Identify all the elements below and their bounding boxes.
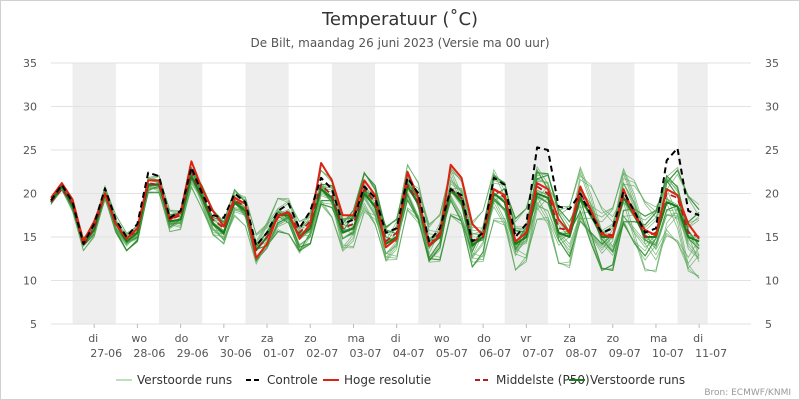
x-tick-date: 09-07	[609, 347, 641, 360]
x-tick-day: vr	[520, 332, 532, 345]
ensemble-member-line	[50, 165, 700, 270]
x-tick-day: ma	[650, 332, 667, 345]
x-tick-date: 04-07	[393, 347, 425, 360]
y-tick-label: 30	[23, 101, 37, 114]
source-note: Bron: ECMWF/KNMI	[704, 388, 791, 398]
ensemble-member-line	[50, 164, 700, 273]
series-line-ensemble-mean	[50, 175, 700, 252]
x-tick-day: wo	[131, 332, 147, 345]
y-tick-label: 35	[765, 57, 779, 70]
chart-subtitle: De Bilt, maandag 26 juni 2023 (Versie ma…	[250, 36, 549, 50]
y-tick-label: 10	[765, 275, 779, 288]
legend-label: Controle	[267, 373, 318, 387]
x-tick-date: 07-07	[522, 347, 554, 360]
x-tick-date: 10-07	[652, 347, 684, 360]
x-tick-date: 27-06	[90, 347, 122, 360]
y-tick-label: 25	[23, 144, 37, 157]
x-tick-day: di	[391, 332, 401, 345]
x-tick-day: za	[261, 332, 274, 345]
x-tick-date: 02-07	[306, 347, 338, 360]
x-tick-date: 30-06	[220, 347, 252, 360]
x-tick-day: za	[564, 332, 577, 345]
legend: Verstoorde runs Controle Hoge resolutie Mid…	[116, 373, 685, 387]
y-tick-label: 20	[23, 188, 37, 201]
y-tick-label: 5	[30, 318, 37, 331]
x-tick-day: vr	[218, 332, 230, 345]
chart-title: Temperatuur (˚C)	[321, 9, 478, 30]
x-tick-date: 03-07	[349, 347, 381, 360]
y-tick-label: 35	[23, 57, 37, 70]
y-tick-label: 5	[765, 318, 772, 331]
y-axis-right: 5 10 15 20 25 30 35	[765, 57, 779, 331]
x-tick-day: do	[175, 332, 189, 345]
x-tick-day: di	[88, 332, 98, 345]
y-tick-label: 30	[765, 101, 779, 114]
legend-label: Hoge resolutie	[344, 373, 431, 387]
x-tick-day: di	[693, 332, 703, 345]
x-tick-date: 28-06	[133, 347, 165, 360]
series-line-high-res	[50, 160, 700, 259]
x-tick-date: 05-07	[436, 347, 468, 360]
x-axis: di 27-06 wo 28-06 do 29-06 vr 30-06 za 01-07 zo 02-…	[88, 324, 727, 360]
legend-label: Verstoorde runs	[137, 373, 232, 387]
legend-label: Verstoorde runs	[590, 373, 685, 387]
y-axis-left: 5 10 15 20 25 30 35	[23, 57, 37, 331]
x-tick-date: 08-07	[566, 347, 598, 360]
x-tick-date: 06-07	[479, 347, 511, 360]
legend-label: Middelste (P50)	[496, 373, 590, 387]
y-tick-label: 10	[23, 275, 37, 288]
x-tick-day: zo	[607, 332, 620, 345]
x-tick-day: ma	[347, 332, 364, 345]
x-tick-day: zo	[304, 332, 317, 345]
y-tick-label: 15	[765, 231, 779, 244]
y-tick-label: 25	[765, 144, 779, 157]
y-tick-label: 20	[765, 188, 779, 201]
series-lines	[50, 146, 700, 259]
x-tick-date: 01-07	[263, 347, 295, 360]
x-tick-date: 11-07	[695, 347, 727, 360]
x-tick-day: wo	[434, 332, 450, 345]
x-tick-date: 29-06	[177, 347, 209, 360]
grid-lines	[51, 62, 751, 325]
x-tick-day: do	[477, 332, 491, 345]
y-tick-label: 15	[23, 231, 37, 244]
